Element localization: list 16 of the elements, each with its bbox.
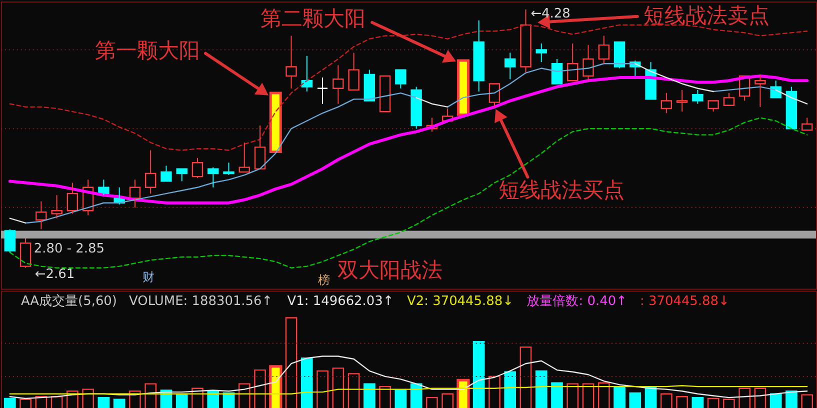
text: V1: 149662.03↑ — [287, 294, 394, 309]
annotation: ←4.28 — [530, 6, 570, 22]
text: VOLUME: 188301.56↑ — [129, 294, 273, 309]
annotation: ←2.61 — [34, 266, 75, 282]
text: 放量倍数: 0.40↑ — [526, 294, 627, 309]
text: V2: 370445.88↓ — [407, 294, 514, 309]
text: 双大阳战法 — [338, 258, 443, 282]
chart-title: AA成交量(5,60) — [20, 292, 117, 309]
annotation: 短线战法买点 — [498, 178, 625, 202]
band-label: 2.80 - 2.85 — [34, 241, 105, 256]
annotation: 第一颗大阳 — [95, 38, 200, 62]
text: 榜 — [318, 272, 330, 287]
annotation: 短线战法卖点 — [643, 3, 770, 28]
text: : 370445.88↓ — [640, 294, 730, 309]
text: 财 — [142, 270, 155, 284]
annotation: 第二颗大阳 — [260, 6, 366, 30]
